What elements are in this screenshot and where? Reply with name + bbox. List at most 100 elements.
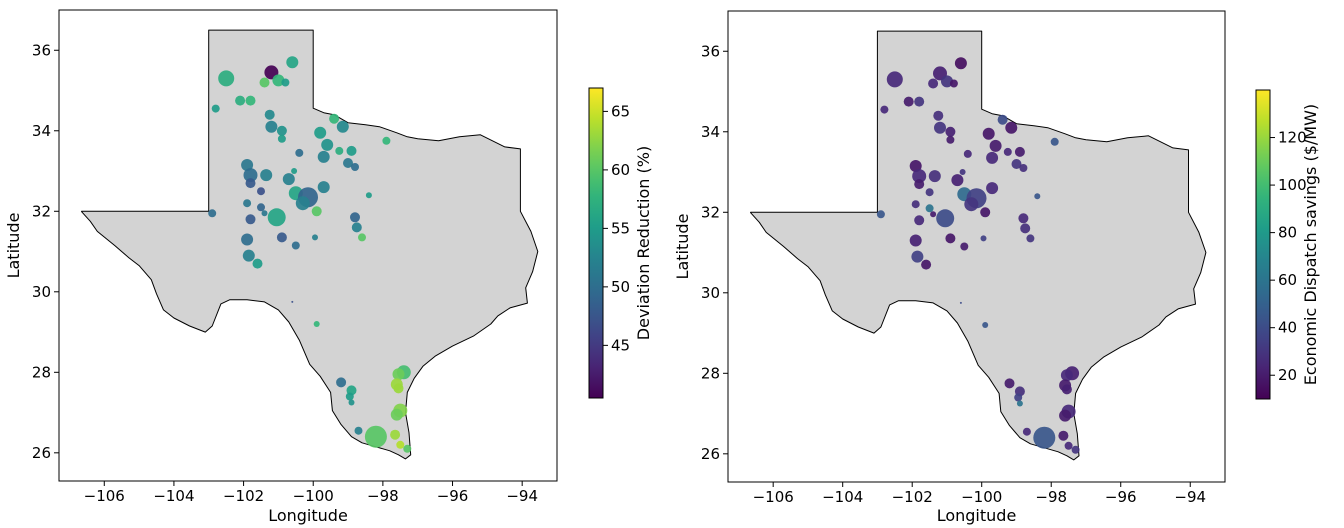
data-point: [1020, 223, 1031, 234]
data-point: [963, 149, 972, 158]
data-point: [272, 74, 285, 87]
data-point: [951, 174, 964, 187]
data-point: [364, 425, 387, 448]
data-point: [1050, 137, 1059, 146]
data-point: [243, 168, 258, 183]
data-point: [954, 57, 967, 70]
data-point: [982, 322, 989, 328]
data-point: [925, 188, 934, 197]
data-point: [911, 200, 920, 209]
data-point: [276, 125, 287, 136]
data-point: [936, 209, 955, 228]
data-point: [313, 321, 320, 327]
x-axis-label: Longitude: [937, 506, 1017, 525]
y-tick-label: 26: [32, 444, 51, 462]
y-tick-label: 28: [701, 364, 720, 382]
data-point: [267, 208, 286, 227]
y-tick-label: 36: [32, 41, 51, 59]
data-point: [1011, 159, 1022, 169]
x-tick-label: −102: [892, 488, 933, 506]
y-tick-label: 28: [32, 363, 51, 381]
x-tick-label: −94: [1174, 488, 1206, 506]
data-point: [241, 233, 254, 246]
data-point: [1022, 427, 1031, 436]
data-point: [403, 444, 412, 453]
data-point: [949, 79, 958, 88]
data-point: [243, 199, 252, 208]
data-point: [317, 181, 330, 194]
data-point: [941, 75, 953, 88]
x-axis-label: Longitude: [268, 506, 348, 525]
data-point: [980, 235, 987, 242]
data-point: [1026, 234, 1035, 243]
data-point: [934, 121, 946, 134]
x-tick-label: −104: [822, 488, 863, 506]
data-point: [335, 146, 344, 155]
colorbar-tick-label: 45: [611, 336, 630, 354]
data-point: [286, 56, 299, 69]
y-tick-label: 34: [32, 122, 51, 140]
data-point: [321, 138, 334, 151]
data-point: [264, 109, 275, 120]
data-point: [346, 145, 357, 156]
data-point: [960, 242, 969, 251]
data-point: [314, 126, 327, 139]
data-point: [1014, 393, 1023, 402]
data-point: [930, 211, 937, 218]
x-tick-label: −96: [437, 487, 469, 505]
colorbar-tick-label: 55: [611, 219, 630, 237]
data-point: [959, 301, 962, 304]
data-point: [1060, 369, 1073, 382]
data-point: [921, 259, 932, 270]
map-panel-1: −106 −104 −102 −100 −98 −96 −94 26 28 30 32 34 36 Lon…: [4, 9, 653, 525]
colorbar-tick-label: 100: [1278, 176, 1307, 194]
data-point: [245, 95, 256, 106]
data-point: [245, 214, 256, 225]
data-point: [295, 148, 304, 157]
data-point: [261, 210, 268, 217]
colorbar-tick-label: 120: [1278, 129, 1307, 147]
colorbar-tick-label: 60: [1278, 271, 1297, 289]
data-point: [909, 234, 922, 247]
x-tick-label: −106: [84, 487, 125, 505]
data-point: [1058, 430, 1069, 441]
data-point: [1018, 213, 1029, 224]
data-point: [1019, 164, 1028, 172]
x-tick-label: −106: [753, 488, 794, 506]
data-point: [393, 383, 404, 394]
data-point: [1064, 441, 1073, 450]
x-tick-label: −98: [1035, 488, 1067, 506]
data-point: [390, 408, 403, 421]
data-point: [396, 440, 405, 449]
data-point: [208, 209, 217, 218]
colorbar-tick-label: 60: [611, 161, 630, 179]
colorbar-tick-label: 40: [1278, 319, 1297, 337]
axes-frame: [58, 9, 558, 482]
data-point: [911, 250, 924, 263]
data-point: [390, 429, 401, 440]
data-point: [980, 207, 991, 218]
colorbar-tick-label: 80: [1278, 224, 1297, 242]
data-point: [336, 120, 349, 133]
data-point: [1033, 426, 1056, 449]
data-point: [959, 169, 966, 175]
data-point: [260, 169, 273, 182]
data-point: [265, 120, 278, 133]
data-point: [945, 126, 956, 137]
data-point: [235, 95, 246, 106]
data-point: [1059, 409, 1072, 422]
data-point: [886, 71, 903, 88]
data-point: [1034, 193, 1041, 200]
data-point: [295, 196, 310, 211]
data-point: [252, 258, 263, 269]
data-point: [345, 392, 354, 401]
data-point: [912, 169, 927, 184]
data-point: [903, 96, 914, 107]
y-axis-label: Latitude: [4, 213, 23, 279]
data-point: [350, 212, 360, 223]
x-tick-label: −100: [961, 488, 1002, 506]
data-point: [382, 136, 391, 145]
data-point: [964, 197, 979, 212]
data-point: [928, 78, 939, 89]
